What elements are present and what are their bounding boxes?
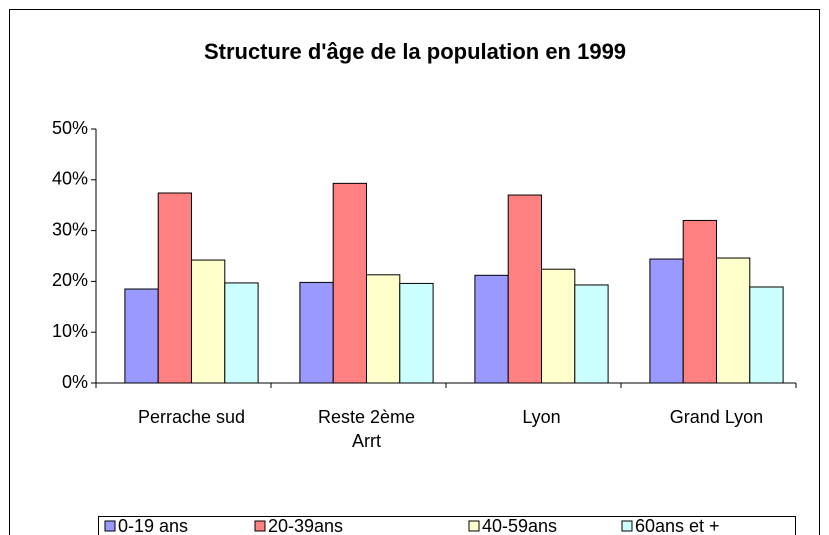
x-tick-label: Grand Lyon [669,407,764,427]
bar [507,194,543,384]
x-tick-label: Lyon [522,407,561,427]
bar [299,281,334,384]
legend-swatch [468,520,480,532]
chart-title: Structure d'âge de la population en 1999 [204,39,626,64]
x-tick-label: Reste 2ème Arrt [317,407,416,451]
bar [682,219,718,384]
bar [749,286,784,384]
legend-label: 60ans et + [635,516,720,535]
bar [574,284,609,384]
bar [474,274,509,384]
bar [366,274,401,384]
bar [157,192,192,384]
y-tick-label: 0% [62,372,88,392]
x-tick-label: Perrache sud [137,407,246,427]
bar [332,182,368,384]
legend-label: 20-39ans [268,516,343,535]
bar [649,258,684,384]
legend-label: 0-19 ans [118,516,188,535]
y-tick-label: 30% [52,219,88,239]
legend-box [98,516,796,535]
bar [124,288,159,384]
bar [541,268,576,384]
legend-label: 40-59ans [482,516,557,535]
y-tick-label: 10% [52,321,88,341]
bar [191,259,226,384]
bar [716,257,751,384]
bar [399,282,434,384]
legend-swatch [621,520,633,532]
bar [224,282,259,384]
legend-swatch [254,520,266,532]
y-tick-label: 40% [52,169,88,189]
y-tick-label: 50% [52,118,88,138]
y-tick-label: 20% [52,270,88,290]
legend-swatch [104,520,116,532]
